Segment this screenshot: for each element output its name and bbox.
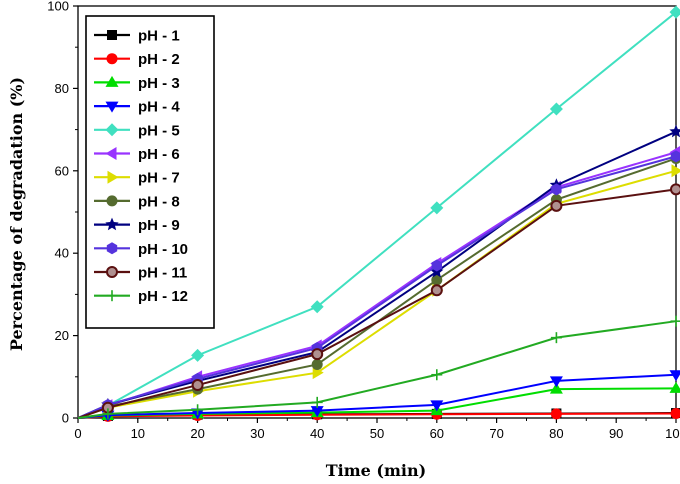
legend-entry: pH - 5 <box>94 122 180 139</box>
x-tick-label: 30 <box>250 426 264 441</box>
data-point <box>311 358 323 370</box>
legend-label: pH - 7 <box>138 170 180 187</box>
data-point <box>192 404 204 416</box>
legend-entry: pH - 9 <box>94 217 180 234</box>
data-point <box>310 300 324 314</box>
x-tick-label: 0 <box>74 426 81 441</box>
y-tick-label: 0 <box>62 411 69 426</box>
x-tick-label: 20 <box>190 426 204 441</box>
data-point <box>670 407 680 419</box>
data-point <box>431 259 442 272</box>
legend-marker <box>106 53 118 65</box>
y-tick-label: 40 <box>55 246 69 261</box>
legend-label: pH - 4 <box>138 99 180 116</box>
legend-label: pH - 2 <box>138 51 180 68</box>
series-ph12 <box>77 315 680 420</box>
data-point <box>669 124 680 138</box>
data-point <box>670 150 680 163</box>
x-tick-label: 10 <box>131 426 145 441</box>
x-tick-label: 100 <box>665 426 680 441</box>
legend-marker <box>105 123 119 137</box>
legend-label: pH - 11 <box>138 265 187 282</box>
legend-marker <box>105 75 119 87</box>
data-point <box>549 102 563 116</box>
data-point <box>191 348 205 362</box>
x-tick-label: 70 <box>489 426 503 441</box>
series-ph11 <box>77 183 680 419</box>
data-point <box>670 183 680 196</box>
y-tick-label: 80 <box>55 81 69 96</box>
legend-entry: pH - 2 <box>94 51 180 68</box>
data-point <box>102 408 114 420</box>
legend-marker <box>107 30 117 40</box>
data-point <box>670 315 680 327</box>
data-point <box>551 183 562 196</box>
data-point <box>550 332 562 344</box>
legend-marker <box>105 147 117 160</box>
legend-label: pH - 9 <box>138 217 180 234</box>
y-axis-label: Percentage of degradation (%) <box>7 77 26 351</box>
data-point <box>549 376 563 388</box>
data-point <box>671 164 680 178</box>
legend-entry: pH - 3 <box>94 75 180 92</box>
legend-entry: pH - 12 <box>94 288 188 305</box>
data-point <box>669 381 680 393</box>
data-point <box>669 5 680 19</box>
data-point <box>430 284 443 297</box>
data-point <box>550 199 563 212</box>
legend-marker <box>107 170 119 184</box>
data-point <box>550 408 562 420</box>
legend-label: pH - 3 <box>138 75 180 92</box>
data-point <box>549 382 563 394</box>
data-point <box>430 400 444 412</box>
y-tick-label: 60 <box>55 163 69 178</box>
x-tick-label: 50 <box>370 426 384 441</box>
legend-entry: pH - 6 <box>94 146 180 163</box>
legend-entry: pH - 11 <box>94 265 187 282</box>
legend-label: pH - 6 <box>138 146 180 163</box>
legend-marker <box>106 242 118 255</box>
legend-label: pH - 5 <box>138 122 180 139</box>
series-line <box>77 320 677 419</box>
data-point <box>430 201 444 215</box>
data-point <box>311 396 323 408</box>
legend-marker <box>106 266 118 278</box>
legend-label: pH - 10 <box>138 241 188 258</box>
y-tick-label: 20 <box>55 328 69 343</box>
legend-label: pH - 8 <box>138 193 180 210</box>
data-point <box>431 369 443 381</box>
legend-entry: pH - 7 <box>94 170 180 187</box>
legend-entry: pH - 8 <box>94 193 180 210</box>
legend-marker <box>105 101 119 113</box>
data-point <box>191 379 204 392</box>
legend-entry: pH - 4 <box>94 99 180 116</box>
x-tick-label: 60 <box>430 426 444 441</box>
legend-entry: pH - 1 <box>94 28 180 45</box>
y-tick-label: 100 <box>47 0 69 14</box>
legend-marker <box>106 195 118 207</box>
legend-marker <box>105 217 119 231</box>
x-tick-label: 40 <box>310 426 324 441</box>
data-point <box>310 406 324 418</box>
legend-label: pH - 1 <box>138 28 180 45</box>
legend-box <box>85 15 215 329</box>
legend-marker <box>106 290 118 302</box>
x-tick-label: 80 <box>549 426 563 441</box>
data-point <box>669 370 680 382</box>
legend-label: pH - 12 <box>138 288 188 305</box>
x-axis-label: Time (min) <box>326 461 426 480</box>
data-point <box>431 274 443 286</box>
data-point <box>311 348 324 361</box>
legend-entry: pH - 10 <box>94 241 188 258</box>
x-tick-label: 90 <box>609 426 623 441</box>
